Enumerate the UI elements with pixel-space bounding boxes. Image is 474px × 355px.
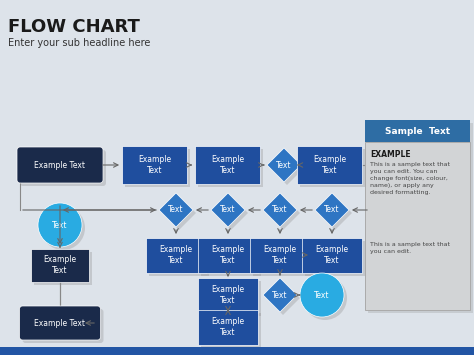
FancyBboxPatch shape	[17, 147, 103, 183]
Text: Text: Text	[52, 220, 68, 229]
FancyBboxPatch shape	[302, 237, 362, 273]
Polygon shape	[162, 196, 196, 230]
Text: Enter your sub headline here: Enter your sub headline here	[8, 38, 150, 48]
Text: Example Text: Example Text	[35, 160, 85, 169]
Polygon shape	[270, 151, 304, 185]
Ellipse shape	[41, 206, 85, 250]
Polygon shape	[318, 196, 352, 230]
FancyBboxPatch shape	[198, 278, 258, 312]
Polygon shape	[159, 193, 193, 227]
FancyBboxPatch shape	[149, 240, 209, 275]
FancyBboxPatch shape	[305, 240, 365, 275]
FancyBboxPatch shape	[253, 240, 313, 275]
Text: Example
Text: Example Text	[211, 155, 245, 175]
FancyBboxPatch shape	[31, 248, 89, 282]
FancyBboxPatch shape	[20, 150, 106, 186]
Text: Example
Text: Example Text	[138, 155, 172, 175]
Text: This is a sample text that
you can edit. You can
change font(size, colour,
name): This is a sample text that you can edit.…	[370, 162, 450, 195]
Text: Example
Text: Example Text	[211, 285, 245, 305]
FancyBboxPatch shape	[201, 280, 261, 316]
Text: Text: Text	[168, 206, 184, 214]
FancyBboxPatch shape	[201, 240, 261, 275]
Polygon shape	[315, 193, 349, 227]
Ellipse shape	[303, 276, 347, 320]
FancyBboxPatch shape	[195, 146, 261, 184]
Text: Example
Text: Example Text	[159, 245, 192, 265]
Text: Text: Text	[220, 206, 236, 214]
Text: FLOW CHART: FLOW CHART	[8, 18, 140, 36]
Polygon shape	[214, 196, 248, 230]
Text: Example
Text: Example Text	[211, 317, 245, 337]
Text: Example
Text: Example Text	[315, 245, 348, 265]
FancyBboxPatch shape	[122, 146, 188, 184]
Text: Sample  Text: Sample Text	[385, 126, 450, 136]
Ellipse shape	[38, 203, 82, 247]
Text: This is a sample text that
you can edit.: This is a sample text that you can edit.	[370, 242, 450, 254]
Polygon shape	[263, 278, 297, 312]
Polygon shape	[263, 193, 297, 227]
FancyBboxPatch shape	[198, 237, 258, 273]
FancyBboxPatch shape	[22, 309, 103, 343]
FancyBboxPatch shape	[126, 149, 191, 187]
FancyBboxPatch shape	[301, 149, 365, 187]
Text: Text: Text	[314, 290, 330, 300]
Text: Text: Text	[324, 206, 340, 214]
FancyBboxPatch shape	[199, 149, 264, 187]
FancyBboxPatch shape	[368, 123, 473, 313]
Text: Example
Text: Example Text	[264, 245, 297, 265]
Polygon shape	[211, 193, 245, 227]
Text: Example
Text: Example Text	[313, 155, 346, 175]
Text: Example Text: Example Text	[35, 318, 85, 328]
Polygon shape	[267, 148, 301, 182]
FancyBboxPatch shape	[146, 237, 206, 273]
Ellipse shape	[300, 273, 344, 317]
FancyBboxPatch shape	[201, 312, 261, 348]
FancyBboxPatch shape	[198, 310, 258, 344]
Polygon shape	[266, 281, 300, 315]
FancyBboxPatch shape	[298, 146, 363, 184]
Text: Text: Text	[272, 206, 288, 214]
Text: Example
Text: Example Text	[211, 245, 245, 265]
Text: Text: Text	[272, 290, 288, 300]
Polygon shape	[266, 196, 300, 230]
Text: Text: Text	[276, 160, 292, 169]
Text: Example
Text: Example Text	[44, 255, 77, 275]
FancyBboxPatch shape	[19, 306, 100, 340]
Bar	[0, 347, 474, 355]
FancyBboxPatch shape	[365, 120, 470, 142]
FancyBboxPatch shape	[365, 142, 470, 310]
FancyBboxPatch shape	[34, 251, 92, 284]
Text: EXAMPLE: EXAMPLE	[370, 150, 410, 159]
FancyBboxPatch shape	[250, 237, 310, 273]
